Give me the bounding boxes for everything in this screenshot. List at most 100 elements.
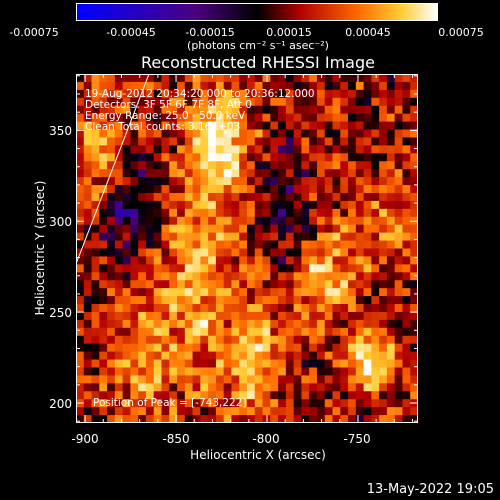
heatmap-cell (270, 335, 279, 345)
heatmap-cell (355, 383, 364, 392)
heatmap-cell (184, 169, 193, 178)
heatmap-cell (99, 185, 108, 194)
heatmap-cell (200, 391, 209, 400)
heatmap-cell (301, 367, 310, 376)
heatmap-cell (130, 343, 139, 353)
heatmap-cell (91, 296, 100, 305)
heatmap-cell (340, 153, 349, 162)
chart-title: Reconstructed RHESSI Image (141, 53, 375, 72)
heatmap-cell (301, 415, 310, 423)
heatmap-cell (371, 359, 380, 368)
heatmap-cell (324, 97, 333, 107)
heatmap-cell (138, 153, 147, 162)
heatmap-cell (83, 145, 92, 154)
heatmap-cell (254, 407, 263, 416)
heatmap-cell (76, 264, 85, 273)
heatmap-cell (91, 351, 100, 360)
heatmap-cell (161, 311, 170, 321)
heatmap-cell (161, 74, 170, 83)
heatmap-image (76, 74, 418, 423)
heatmap-cell (107, 319, 116, 329)
heatmap-cell (262, 161, 271, 170)
heatmap-cell (239, 288, 248, 297)
heatmap-cell (83, 359, 92, 368)
heatmap-cell (130, 399, 139, 408)
heatmap-cell (316, 208, 326, 218)
heatmap-cell (301, 145, 310, 154)
heatmap-cell (340, 311, 349, 321)
heatmap-cell (371, 113, 380, 122)
heatmap-cell (99, 264, 108, 273)
heatmap-cell (107, 367, 116, 376)
heatmap-cell (208, 272, 217, 281)
heatmap-cell (192, 383, 201, 392)
heatmap-cell (402, 280, 411, 289)
heatmap-cell (262, 105, 271, 115)
heatmap-cell (386, 272, 396, 281)
heatmap-cell (371, 367, 380, 376)
heatmap-cell (138, 232, 147, 241)
heatmap-cell (114, 192, 124, 202)
heatmap-cell (254, 81, 263, 91)
heatmap-cell (138, 177, 147, 186)
heatmap-cell (215, 74, 225, 83)
heatmap-cell (231, 185, 240, 194)
heatmap-cell (130, 192, 139, 202)
heatmap-cell (114, 216, 124, 226)
heatmap-cell (169, 185, 178, 194)
heatmap-cell (122, 375, 131, 384)
heatmap-cell (293, 264, 302, 273)
heatmap-cell (231, 169, 240, 178)
heatmap-cell (278, 296, 287, 305)
heatmap-cell (301, 74, 310, 83)
heatmap-cell (348, 375, 357, 384)
heatmap-cell (161, 145, 170, 154)
heatmap-cell (301, 359, 310, 368)
heatmap-cell (410, 145, 418, 154)
heatmap-cell (107, 74, 116, 83)
heatmap-cell (324, 192, 333, 202)
heatmap-cell (231, 177, 240, 186)
heatmap-cell (386, 121, 396, 130)
heatmap-cell (309, 327, 318, 337)
heatmap-cell (215, 145, 225, 154)
heatmap-cell (177, 145, 186, 154)
heatmap-cell (363, 256, 372, 265)
heatmap-cell (184, 351, 193, 360)
heatmap-cell (247, 375, 256, 384)
heatmap-cell (91, 113, 100, 122)
heatmap-cell (371, 335, 380, 345)
heatmap-cell (371, 415, 380, 423)
heatmap-cell (270, 89, 279, 99)
heatmap-cell (231, 192, 240, 202)
heatmap-cell (169, 343, 178, 353)
heatmap-cell (130, 224, 139, 234)
heatmap-cell (410, 81, 418, 91)
heatmap-cell (231, 224, 240, 234)
heatmap-cell (379, 391, 388, 400)
heatmap-cell (161, 169, 170, 178)
heatmap-cell (184, 304, 193, 313)
heatmap-cell (153, 391, 162, 400)
heatmap-cell (293, 415, 302, 423)
heatmap-cell (153, 161, 162, 170)
heatmap-cell (145, 161, 155, 170)
heatmap-cell (386, 153, 396, 162)
heatmap-cell (371, 105, 380, 115)
heatmap-cell (247, 153, 256, 162)
heatmap-cell (247, 272, 256, 281)
heatmap-cell (99, 319, 108, 329)
heatmap-cell (192, 161, 201, 170)
heatmap-cell (410, 185, 418, 194)
heatmap-cell (247, 224, 256, 234)
heatmap-cell (355, 375, 364, 384)
heatmap-cell (192, 129, 201, 138)
heatmap-cell (208, 296, 217, 305)
heatmap-cell (91, 383, 100, 392)
heatmap-cell (363, 105, 372, 115)
heatmap-cell (402, 375, 411, 384)
heatmap-cell (114, 113, 124, 122)
heatmap-cell (270, 248, 279, 257)
heatmap-cell (184, 327, 193, 337)
heatmap-cell (379, 327, 388, 337)
